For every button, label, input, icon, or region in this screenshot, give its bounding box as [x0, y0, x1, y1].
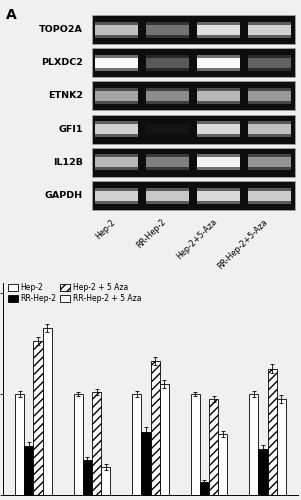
- Bar: [92, 48, 295, 77]
- Bar: [146, 188, 189, 204]
- Bar: [95, 121, 138, 137]
- Bar: [248, 190, 291, 200]
- Bar: [248, 121, 291, 137]
- Bar: [132, 394, 141, 495]
- Bar: [248, 188, 291, 204]
- Bar: [197, 91, 240, 101]
- Bar: [95, 88, 138, 104]
- Bar: [92, 114, 295, 144]
- Bar: [248, 154, 291, 170]
- Text: IL12B: IL12B: [53, 158, 83, 167]
- Bar: [248, 158, 291, 168]
- Bar: [197, 55, 240, 70]
- Bar: [95, 58, 138, 68]
- Bar: [146, 154, 189, 170]
- Text: RR-Hep-2+5-Aza: RR-Hep-2+5-Aza: [216, 218, 270, 271]
- Bar: [197, 58, 240, 68]
- Bar: [146, 158, 189, 168]
- Text: GFI1: GFI1: [58, 124, 83, 134]
- Bar: [197, 188, 240, 204]
- Bar: [141, 432, 150, 495]
- Bar: [24, 446, 33, 495]
- Bar: [83, 460, 92, 495]
- Bar: [248, 58, 291, 68]
- Text: A: A: [6, 8, 17, 22]
- Bar: [248, 55, 291, 70]
- Bar: [146, 22, 189, 38]
- Bar: [42, 328, 51, 495]
- Text: TOPO2A: TOPO2A: [39, 25, 83, 34]
- Bar: [92, 181, 295, 210]
- Legend: Hep-2, RR-Hep-2, Hep-2 + 5 Aza, RR-Hep-2 + 5 Aza: Hep-2, RR-Hep-2, Hep-2 + 5 Aza, RR-Hep-2…: [7, 282, 142, 304]
- Bar: [74, 394, 83, 495]
- Bar: [146, 24, 189, 34]
- Text: RR-Hep-2: RR-Hep-2: [135, 218, 168, 250]
- Bar: [146, 58, 189, 68]
- Text: PLXDC2: PLXDC2: [41, 58, 83, 68]
- Bar: [268, 368, 277, 495]
- Text: Hep-2: Hep-2: [94, 218, 117, 241]
- Bar: [146, 91, 189, 101]
- Bar: [197, 158, 240, 168]
- Bar: [95, 190, 138, 200]
- Bar: [95, 24, 138, 34]
- Bar: [248, 124, 291, 134]
- Text: GAPDH: GAPDH: [45, 191, 83, 200]
- Bar: [101, 466, 110, 495]
- Bar: [95, 154, 138, 170]
- Bar: [95, 22, 138, 38]
- Bar: [209, 399, 218, 495]
- Bar: [197, 24, 240, 34]
- Bar: [95, 158, 138, 168]
- Bar: [146, 88, 189, 104]
- Bar: [197, 124, 240, 134]
- Bar: [160, 384, 169, 495]
- Bar: [95, 188, 138, 204]
- Bar: [92, 15, 295, 44]
- Bar: [33, 341, 42, 495]
- Bar: [197, 121, 240, 137]
- Bar: [95, 91, 138, 101]
- Bar: [248, 22, 291, 38]
- Bar: [248, 24, 291, 34]
- Bar: [248, 88, 291, 104]
- Bar: [146, 124, 189, 134]
- Bar: [250, 394, 259, 495]
- Bar: [248, 91, 291, 101]
- Bar: [191, 394, 200, 495]
- Bar: [95, 55, 138, 70]
- Bar: [92, 392, 101, 495]
- Bar: [146, 190, 189, 200]
- Bar: [92, 148, 295, 177]
- Text: Hep-2+5-Aza: Hep-2+5-Aza: [175, 218, 219, 262]
- Bar: [150, 362, 160, 495]
- Bar: [15, 394, 24, 495]
- Bar: [197, 22, 240, 38]
- Bar: [277, 399, 286, 495]
- Bar: [218, 434, 227, 495]
- Bar: [259, 450, 268, 495]
- Bar: [92, 82, 295, 110]
- Bar: [95, 124, 138, 134]
- Bar: [197, 88, 240, 104]
- Bar: [197, 190, 240, 200]
- Bar: [200, 482, 209, 495]
- Bar: [197, 154, 240, 170]
- Bar: [146, 55, 189, 70]
- Text: ETNK2: ETNK2: [48, 92, 83, 100]
